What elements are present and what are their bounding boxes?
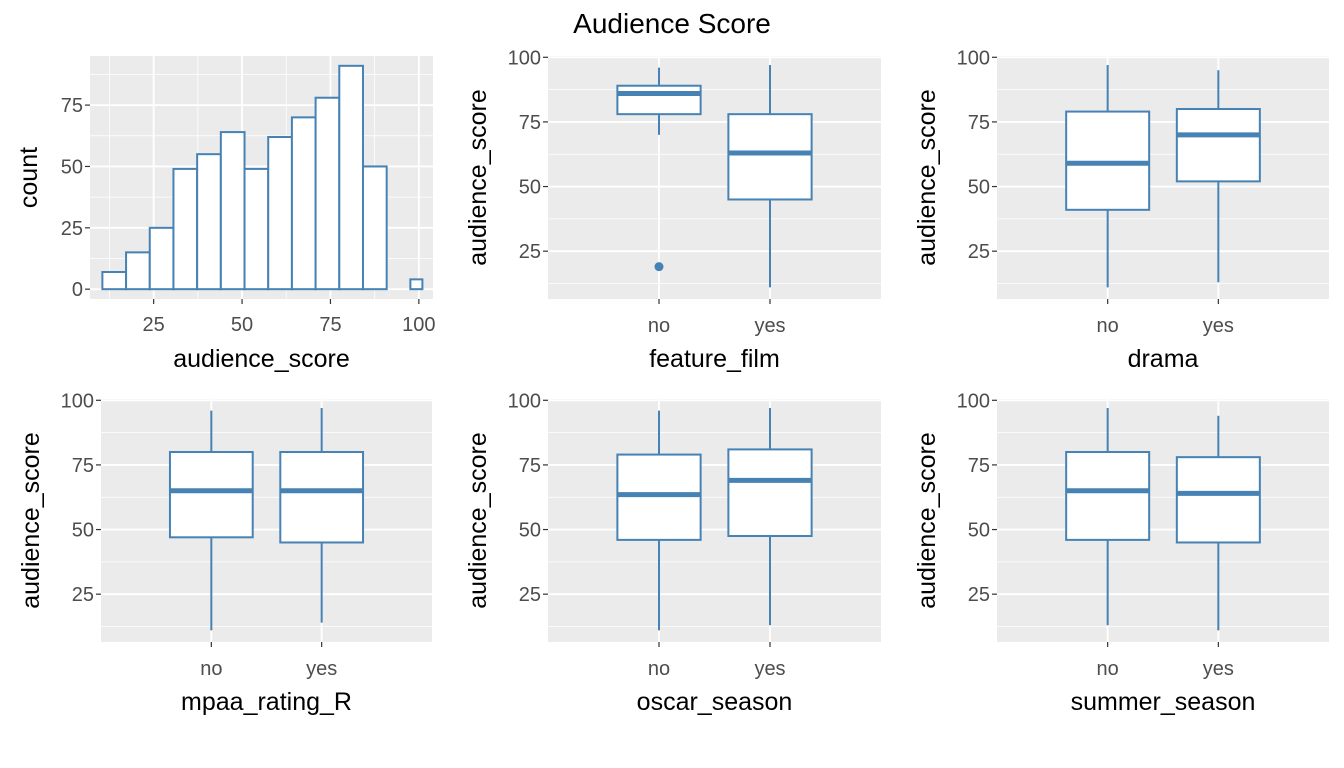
y-tick-label: 100 bbox=[957, 390, 990, 412]
y-tick-label: 75 bbox=[519, 455, 541, 477]
y-tick-label: 50 bbox=[519, 177, 541, 199]
histogram-bar bbox=[338, 64, 364, 291]
y-tick-label: 25 bbox=[968, 584, 990, 606]
histogram-bar bbox=[361, 165, 388, 291]
box-iqr bbox=[168, 450, 254, 539]
histogram-bar bbox=[125, 251, 151, 291]
y-tick-label: 25 bbox=[519, 241, 541, 263]
panel-background bbox=[548, 56, 881, 299]
histogram-bar bbox=[101, 271, 128, 291]
histogram-bar bbox=[219, 131, 246, 291]
x-tick-label: no bbox=[1097, 658, 1119, 680]
x-axis-title: feature_film bbox=[649, 345, 780, 373]
panel-background bbox=[548, 399, 881, 642]
y-axis-title: audience_score bbox=[17, 432, 45, 609]
histogram-bar bbox=[409, 278, 424, 291]
histogram-bar bbox=[243, 167, 270, 291]
box-iqr bbox=[616, 453, 702, 541]
histogram-bar bbox=[314, 96, 341, 291]
panel-2: 25 50 75 100 no yes feature_film audience_score bbox=[464, 47, 881, 373]
x-tick-label: yes bbox=[754, 658, 785, 680]
box-iqr bbox=[616, 84, 702, 116]
panel-background bbox=[101, 399, 432, 642]
histogram-bar bbox=[267, 136, 293, 291]
histogram-bar bbox=[290, 116, 317, 291]
y-axis-title: audience_score bbox=[913, 432, 941, 609]
box-iqr bbox=[1065, 450, 1151, 541]
panel-background bbox=[997, 399, 1329, 642]
box-iqr bbox=[1065, 110, 1151, 211]
x-tick-label: no bbox=[200, 658, 222, 680]
box-yes bbox=[1175, 415, 1261, 631]
y-tick-label: 75 bbox=[61, 95, 83, 117]
y-tick-label: 50 bbox=[968, 520, 990, 542]
box-yes bbox=[279, 408, 365, 623]
box-no bbox=[616, 410, 702, 631]
x-tick-label: yes bbox=[1203, 315, 1234, 337]
y-tick-label: 75 bbox=[72, 455, 94, 477]
y-tick-label: 75 bbox=[519, 112, 541, 134]
box-iqr bbox=[727, 448, 813, 538]
y-tick-label: 25 bbox=[61, 218, 83, 240]
panel-background bbox=[997, 56, 1329, 299]
y-tick-label: 0 bbox=[72, 279, 83, 301]
box-no bbox=[168, 410, 254, 631]
x-tick-label: 25 bbox=[143, 314, 165, 336]
x-tick-label: 100 bbox=[402, 314, 435, 336]
x-axis-title: summer_season bbox=[1071, 688, 1256, 716]
box-no bbox=[616, 67, 702, 272]
y-tick-label: 25 bbox=[72, 584, 94, 606]
y-tick-label: 50 bbox=[519, 520, 541, 542]
panel-1: 0 25 50 75 25 50 75 100 audience_score count bbox=[15, 56, 436, 373]
histogram-bar bbox=[172, 167, 199, 291]
x-tick-label: yes bbox=[306, 658, 337, 680]
box-yes bbox=[727, 408, 813, 626]
x-axis-title: drama bbox=[1128, 345, 1199, 373]
y-tick-label: 75 bbox=[968, 455, 990, 477]
histogram-bar bbox=[148, 226, 175, 291]
y-tick-label: 50 bbox=[61, 156, 83, 178]
box-yes bbox=[727, 65, 813, 288]
x-tick-label: no bbox=[1097, 315, 1119, 337]
y-axis-title: audience_score bbox=[913, 89, 941, 266]
x-tick-label: 50 bbox=[231, 314, 253, 336]
x-axis-title: oscar_season bbox=[637, 688, 793, 716]
y-tick-label: 25 bbox=[519, 584, 541, 606]
figure-title: Audience Score bbox=[573, 8, 771, 39]
box-no bbox=[1065, 65, 1151, 288]
y-tick-label: 100 bbox=[508, 390, 541, 412]
box-yes bbox=[1175, 70, 1261, 283]
y-axis-title: count bbox=[15, 147, 43, 208]
y-axis-title: audience_score bbox=[464, 432, 492, 609]
y-tick-label: 25 bbox=[968, 241, 990, 263]
x-tick-label: no bbox=[648, 658, 670, 680]
panels: 0 25 50 75 25 50 75 100 audience_score count 25 50 7… bbox=[15, 47, 1329, 716]
y-tick-label: 100 bbox=[957, 47, 990, 69]
y-tick-label: 50 bbox=[968, 177, 990, 199]
y-axis-title: audience_score bbox=[464, 89, 492, 266]
y-tick-label: 100 bbox=[61, 390, 94, 412]
box-no bbox=[1065, 408, 1151, 626]
panel-5: 25 50 75 100 no yes oscar_season audience_score bbox=[464, 390, 881, 716]
x-tick-label: yes bbox=[1203, 658, 1234, 680]
y-tick-label: 50 bbox=[72, 520, 94, 542]
box-iqr bbox=[727, 113, 813, 201]
y-tick-label: 75 bbox=[968, 112, 990, 134]
y-tick-label: 100 bbox=[508, 47, 541, 69]
panel-6: 25 50 75 100 no yes summer_season audience_scor… bbox=[913, 390, 1329, 716]
outlier-point bbox=[654, 262, 664, 272]
box-iqr bbox=[1175, 107, 1261, 183]
histogram-bar bbox=[196, 153, 222, 291]
x-tick-label: 75 bbox=[319, 314, 341, 336]
box-iqr bbox=[279, 450, 365, 544]
x-axis-title: audience_score bbox=[173, 345, 350, 373]
panel-4: 25 50 75 100 no yes mpaa_rating_R audience_scor… bbox=[17, 390, 432, 716]
x-tick-label: no bbox=[648, 315, 670, 337]
x-axis-title: mpaa_rating_R bbox=[181, 688, 352, 716]
box-iqr bbox=[1175, 456, 1261, 544]
x-tick-label: yes bbox=[754, 315, 785, 337]
